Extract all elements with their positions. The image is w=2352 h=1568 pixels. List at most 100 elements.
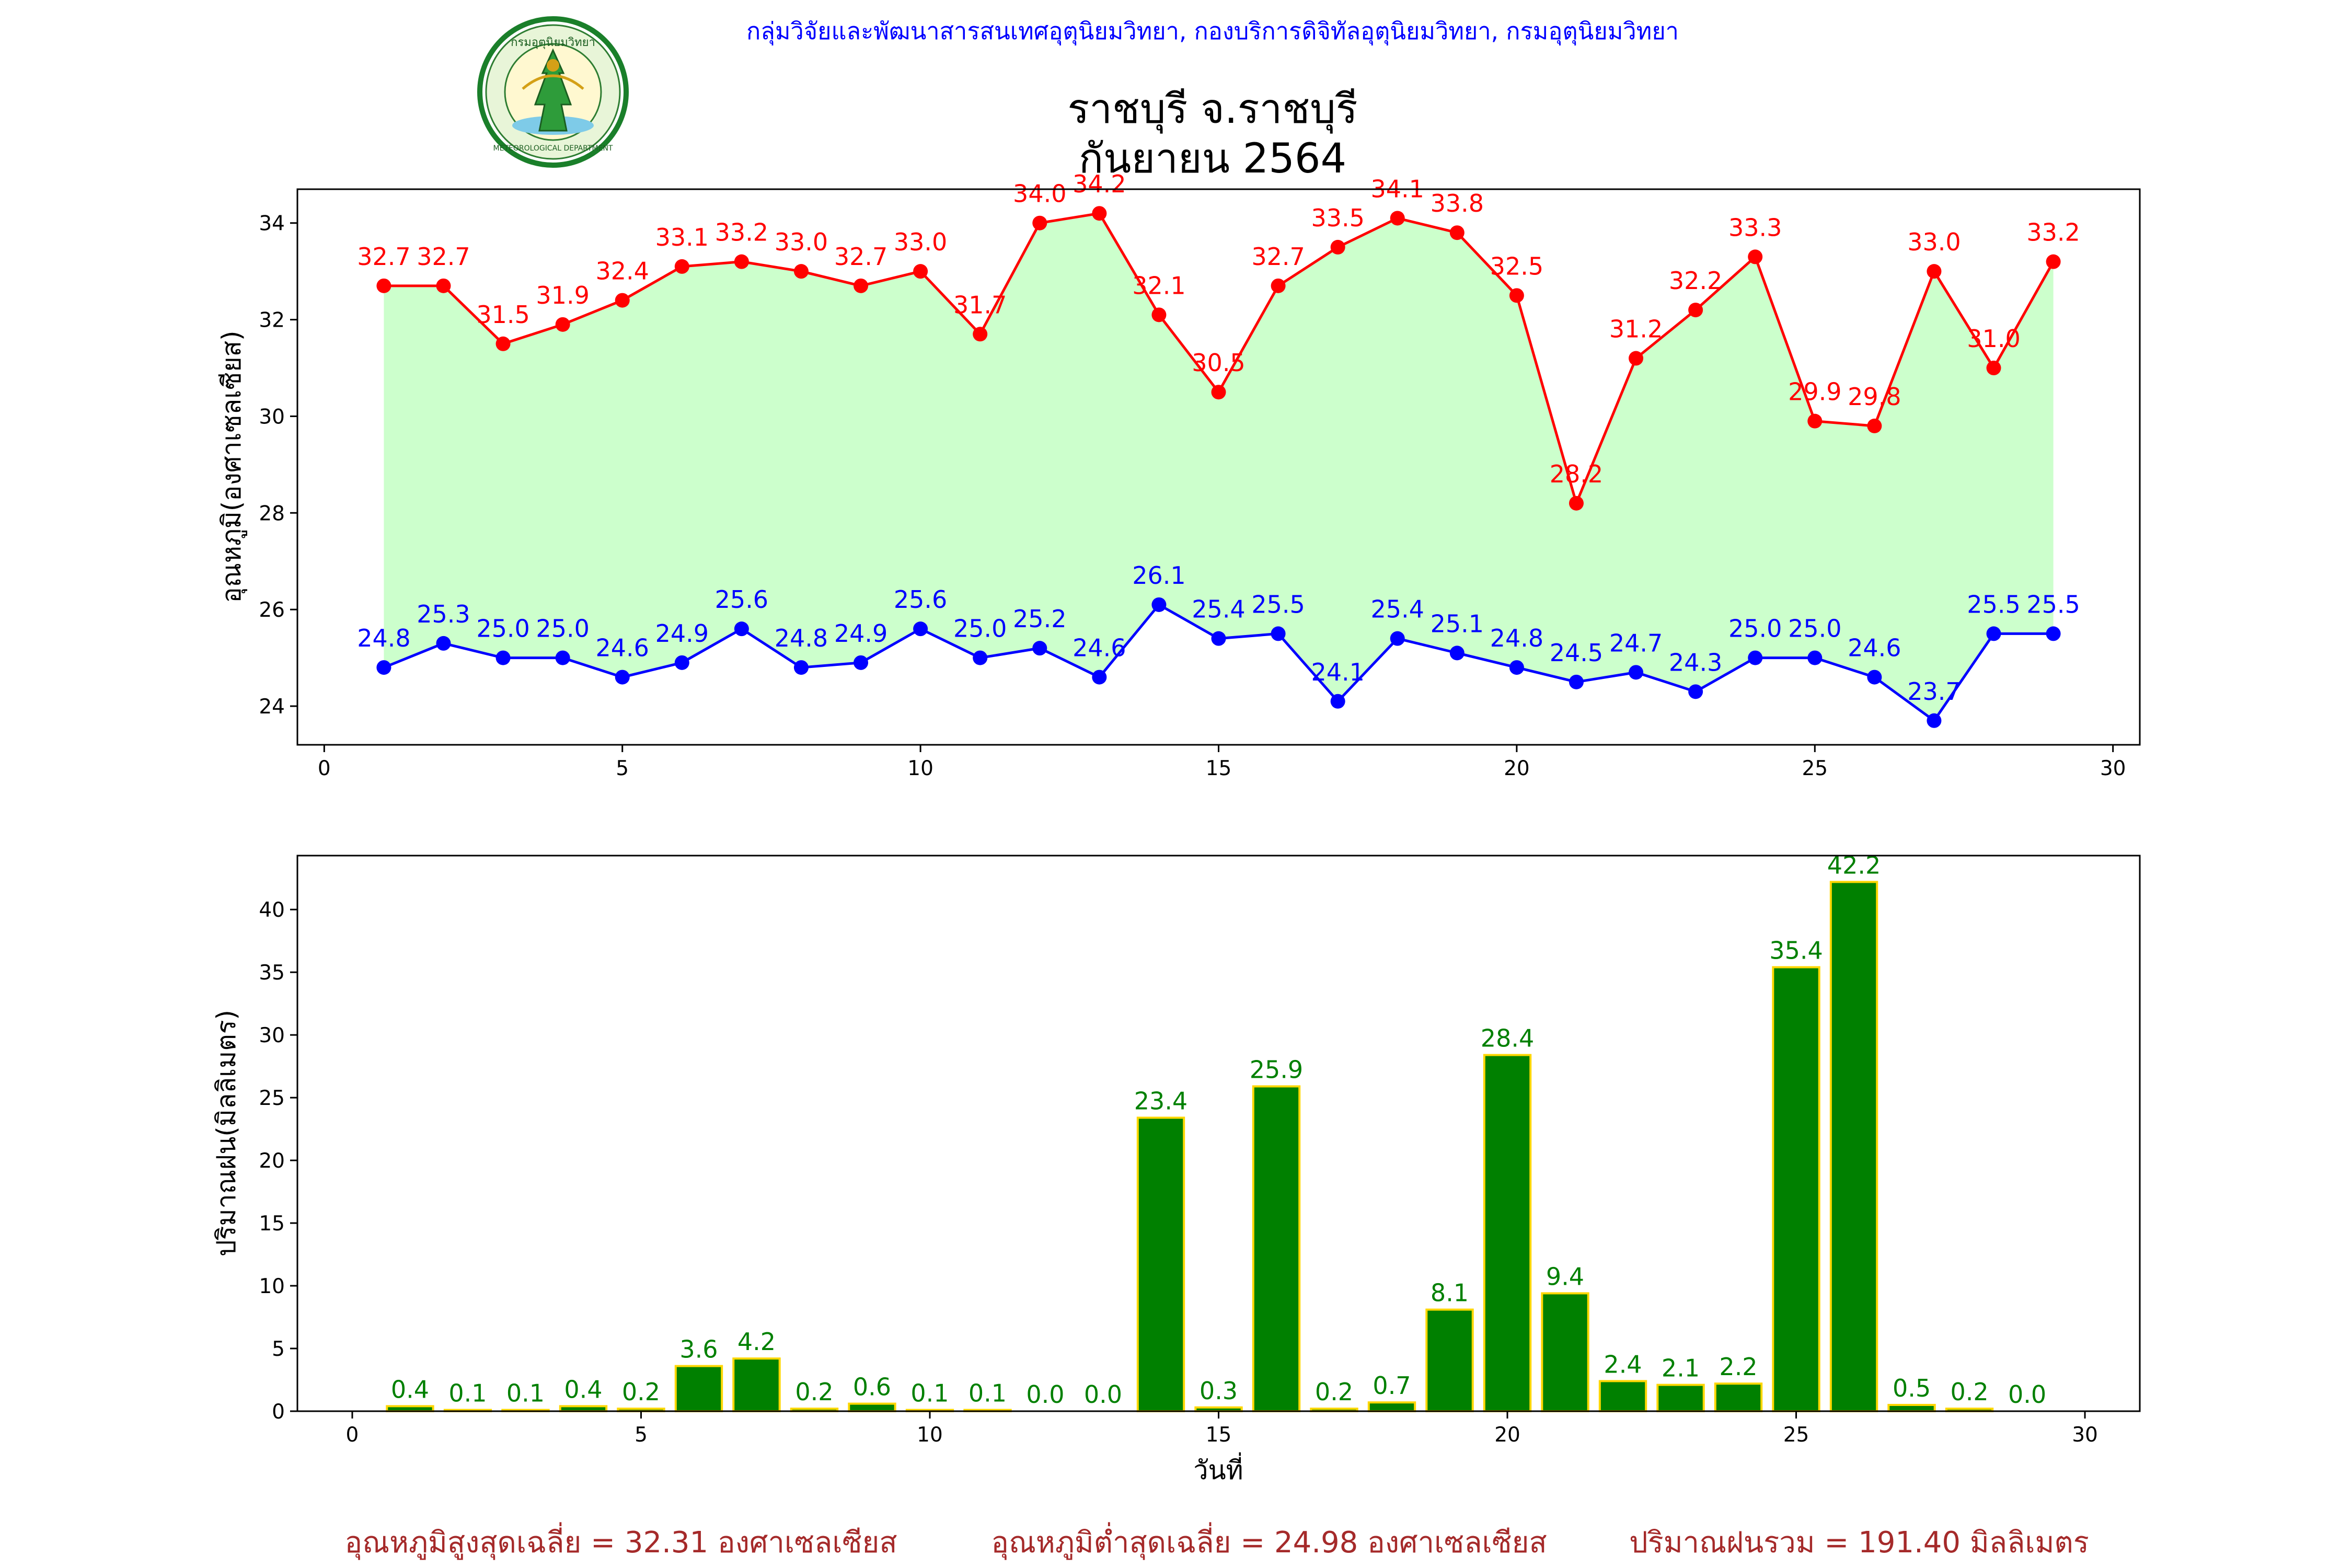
max-temperature-label: 29.9 bbox=[1788, 378, 1841, 406]
max-temperature-point bbox=[1927, 264, 1942, 279]
min-temperature-label: 24.6 bbox=[1848, 634, 1901, 662]
rainfall-chart: 0.4 0.1 0.1 0.4 0.2 3.6 4.2 0.2 0.6 0.1 0.1 0.0 0.0 2… bbox=[211, 851, 2141, 1485]
rainfall-label: 0.2 bbox=[795, 1378, 833, 1406]
max-temperature-point bbox=[1390, 211, 1405, 226]
max-temperature-label: 33.3 bbox=[1728, 213, 1782, 241]
max-temperature-point bbox=[376, 278, 391, 293]
rainfall-label: 0.0 bbox=[1026, 1380, 1064, 1409]
max-temperature-point bbox=[1688, 303, 1703, 318]
temperature-x-tick-label: 5 bbox=[616, 757, 629, 780]
max-temperature-label: 31.7 bbox=[953, 291, 1007, 319]
min-temperature-label: 25.4 bbox=[1371, 595, 1424, 624]
min-temperature-label: 24.1 bbox=[1311, 658, 1364, 686]
max-temperature-point bbox=[913, 264, 928, 279]
max-temperature-point bbox=[1032, 215, 1047, 230]
rainfall-label: 2.2 bbox=[1719, 1353, 1757, 1381]
rainfall-label: 0.2 bbox=[622, 1378, 660, 1406]
min-temperature-point bbox=[1927, 713, 1942, 728]
avg-max-temp-summary: อุณหภูมิสูงสุดเฉลี่ย = 32.31 องศาเซลเซีย… bbox=[344, 1522, 897, 1560]
rainfall-y-tick-label: 5 bbox=[272, 1338, 285, 1361]
min-temperature-point bbox=[1032, 641, 1047, 656]
rainfall-x-tick-label: 30 bbox=[2072, 1423, 2098, 1447]
rainfall-y-tick-label: 0 bbox=[272, 1400, 285, 1424]
temperature-x-tick-label: 25 bbox=[1802, 757, 1828, 780]
max-temperature-point bbox=[1629, 351, 1644, 366]
max-temperature-label: 31.9 bbox=[536, 281, 589, 309]
min-temperature-label: 25.6 bbox=[715, 585, 768, 614]
min-temperature-point bbox=[1509, 660, 1524, 675]
max-temperature-label: 32.7 bbox=[834, 243, 887, 271]
min-temperature-point bbox=[1748, 650, 1763, 665]
max-temperature-point bbox=[2046, 254, 2061, 269]
rainfall-bar bbox=[1425, 1308, 1474, 1412]
rainfall-label: 0.1 bbox=[506, 1379, 545, 1408]
min-temperature-point bbox=[2046, 626, 2061, 641]
min-temperature-point bbox=[1688, 684, 1703, 699]
min-temperature-label: 24.3 bbox=[1669, 648, 1722, 676]
max-temperature-point bbox=[854, 278, 869, 293]
min-temperature-label: 24.8 bbox=[357, 624, 410, 652]
rainfall-label: 35.4 bbox=[1769, 937, 1823, 965]
rainfall-bar bbox=[1598, 1380, 1647, 1413]
min-temperature-label: 25.6 bbox=[894, 585, 947, 614]
rainfall-bar bbox=[674, 1365, 723, 1412]
max-temperature-point bbox=[1211, 385, 1226, 400]
rainfall-label: 0.4 bbox=[564, 1375, 602, 1403]
rainfall-label: 2.1 bbox=[1662, 1354, 1700, 1382]
max-temperature-point bbox=[1271, 278, 1286, 293]
rainfall-x-tick-label: 5 bbox=[635, 1423, 648, 1447]
max-temperature-point bbox=[1748, 249, 1763, 264]
min-temperature-label: 24.9 bbox=[655, 619, 709, 648]
min-temperature-label: 25.0 bbox=[1728, 615, 1782, 643]
max-temperature-point bbox=[973, 327, 988, 342]
min-temperature-point bbox=[555, 650, 570, 665]
rainfall-label: 4.2 bbox=[737, 1328, 776, 1356]
min-temperature-label: 25.1 bbox=[1431, 609, 1484, 638]
max-temperature-label: 32.1 bbox=[1132, 271, 1185, 299]
min-temperature-point bbox=[1986, 626, 2001, 641]
temperature-x-tick-label: 15 bbox=[1206, 757, 1232, 780]
max-temperature-point bbox=[1092, 206, 1107, 221]
max-temperature-label: 33.1 bbox=[655, 223, 709, 251]
min-temperature-point bbox=[376, 660, 391, 675]
max-temperature-label: 32.2 bbox=[1669, 267, 1722, 295]
min-temperature-point bbox=[1092, 670, 1107, 685]
rainfall-bar bbox=[1829, 881, 1878, 1412]
logo-text-bottom: METEOROLOGICAL DEPARTMENT bbox=[493, 144, 613, 153]
rainfall-bar bbox=[1772, 966, 1820, 1412]
temperature-x-tick-label: 10 bbox=[907, 757, 933, 780]
min-temperature-point bbox=[854, 655, 869, 670]
temperature-chart: 32.7 32.731.531.932.433.1 33.2 33.032.733.0… bbox=[216, 170, 2141, 780]
temperature-range-fill bbox=[384, 213, 2054, 721]
rainfall-label: 0.1 bbox=[969, 1379, 1007, 1408]
max-temperature-point bbox=[1867, 418, 1882, 433]
rainfall-x-tick-label: 25 bbox=[1783, 1423, 1809, 1447]
max-temperature-point bbox=[1986, 361, 2001, 376]
max-temperature-point bbox=[1807, 413, 1823, 429]
rainfall-label: 0.3 bbox=[1200, 1377, 1238, 1405]
max-temperature-label: 34.0 bbox=[1013, 180, 1066, 208]
temperature-x-tick-label: 30 bbox=[2100, 757, 2126, 780]
rainfall-y-tick-label: 15 bbox=[259, 1212, 285, 1236]
rainfall-y-tick-label: 25 bbox=[259, 1087, 285, 1110]
rainfall-label: 0.2 bbox=[1950, 1378, 1988, 1406]
min-temperature-label: 23.7 bbox=[1907, 677, 1961, 706]
rainfall-label: 0.5 bbox=[1893, 1374, 1931, 1402]
max-temperature-label: 29.8 bbox=[1848, 383, 1901, 411]
min-temperature-label: 25.0 bbox=[953, 615, 1007, 643]
rainfall-label: 0.1 bbox=[910, 1379, 949, 1408]
rainfall-label: 0.4 bbox=[391, 1375, 429, 1403]
max-temperature-point bbox=[793, 264, 809, 279]
rainfall-bar bbox=[1887, 1404, 1936, 1412]
temperature-y-tick-label: 34 bbox=[259, 212, 285, 236]
min-temperature-label: 25.2 bbox=[1013, 605, 1066, 633]
min-temperature-point bbox=[674, 655, 689, 670]
max-temperature-label: 32.7 bbox=[357, 243, 410, 271]
rainfall-label: 0.0 bbox=[1084, 1380, 1122, 1409]
rainfall-label: 0.7 bbox=[1373, 1371, 1411, 1400]
min-temperature-point bbox=[913, 621, 928, 637]
rainfall-bar bbox=[1483, 1054, 1532, 1412]
min-temperature-label: 26.1 bbox=[1132, 561, 1185, 590]
rainfall-y-tick-label: 40 bbox=[259, 898, 285, 922]
